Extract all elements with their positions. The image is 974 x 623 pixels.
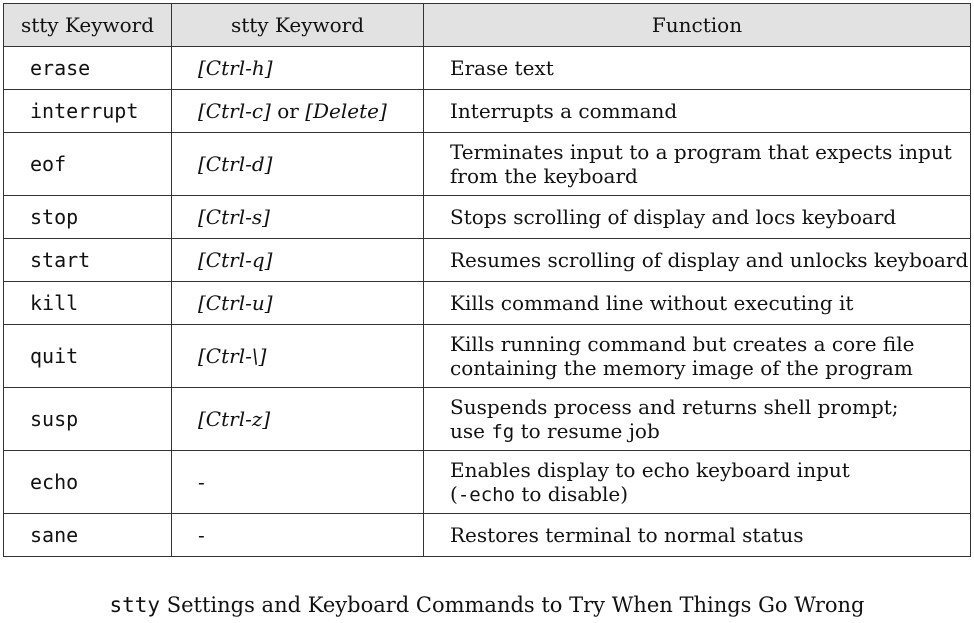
keyword-cell: susp [3,387,172,451]
function-cell: Kills running command but creates a core… [423,324,971,388]
function-cell: Enables display to echo keyboard input (-… [423,450,971,514]
function-cell: Kills command line without executing it [423,281,971,325]
keyword-cell: start [3,238,172,282]
function-line: Resumes scrolling of display and unlocks… [450,248,969,272]
key-combo: [Ctrl-d] [198,152,273,176]
keyword-cell: erase [3,46,172,90]
key-cell: [Ctrl-c] or [Delete] [171,89,424,133]
key-combo: [Ctrl-z] [198,407,271,431]
table-header-row: stty Keyword stty Keyword Function [3,3,971,47]
keyword-cell: sane [3,513,172,557]
header-key: stty Keyword [171,3,424,47]
table-row: start [Ctrl-q] Resumes scrolling of displa… [3,238,971,282]
key-combo: - [198,523,205,547]
table-row: eof [Ctrl-d] Terminates input to a program… [3,132,971,196]
inline-command: -echo [457,483,516,506]
function-line-2: containing the memory image of the progr… [450,356,913,380]
keyword-cell: interrupt [3,89,172,133]
key-cell: [Ctrl-d] [171,132,424,196]
caption-command: stty [109,593,161,617]
key-combo: [Ctrl-u] [198,291,273,315]
function-cell: Erase text [423,46,971,90]
table-row: interrupt [Ctrl-c] or [Delete] Interrupts … [3,89,971,133]
function-cell: Suspends process and returns shell promp… [423,387,971,451]
table-caption: stty Settings and Keyboard Commands to T… [0,590,974,620]
key-cell: - [171,450,424,514]
keyword-cell: quit [3,324,172,388]
key-cell: - [171,513,424,557]
key-combo: [Ctrl-\] [198,344,267,368]
key-cell: [Ctrl-u] [171,281,424,325]
function-line: Kills running command but creates a core… [450,332,915,356]
function-cell: Interrupts a command [423,89,971,133]
key-combo: - [198,470,205,494]
key-cell: [Ctrl-q] [171,238,424,282]
key-cell: [Ctrl-h] [171,46,424,90]
table-row: kill [Ctrl-u] Kills command line without e… [3,281,971,325]
key-combo: [Ctrl-q] [198,248,273,272]
keyword-cell: stop [3,195,172,239]
table-row: susp [Ctrl-z] Suspends process and returns… [3,387,971,451]
keyword-cell: eof [3,132,172,196]
table-row: sane - Restores terminal to normal status [3,513,971,557]
caption-text: Settings and Keyboard Commands to Try Wh… [160,593,865,617]
table-row: stop [Ctrl-s] Stops scrolling of display a… [3,195,971,239]
key-cell: [Ctrl-z] [171,387,424,451]
table-row: quit [Ctrl-\] Kills running command but cr… [3,324,971,388]
function-cell: Resumes scrolling of display and unlocks… [423,238,971,282]
function-line: Suspends process and returns shell promp… [450,394,899,419]
function-line: Enables display to echo keyboard input [450,457,850,482]
stty-table: stty Keyword stty Keyword Function erase… [3,3,971,557]
inline-command: fg [491,420,515,443]
key-combo-alt: [Delete] [305,99,387,123]
function-line: Restores terminal to normal status [450,523,804,547]
function-line-2: (-echo to disable) [450,481,629,506]
key-combo: [Ctrl-s] [198,205,270,229]
function-cell: Stops scrolling of display and locs keyb… [423,195,971,239]
function-line-2: from the keyboard [450,164,638,188]
function-cell: Restores terminal to normal status [423,513,971,557]
key-cell: [Ctrl-\] [171,324,424,388]
key-cell: [Ctrl-s] [171,195,424,239]
function-cell: Terminates input to a program that expec… [423,132,971,196]
key-combo: [Ctrl-h] [198,56,273,80]
function-line: Terminates input to a program that expec… [450,140,952,164]
keyword-cell: kill [3,281,172,325]
table-row: erase [Ctrl-h] Erase text [3,46,971,90]
table-row: echo - Enables display to echo keyboard in… [3,450,971,514]
keyword-cell: echo [3,450,172,514]
key-or: or [270,99,306,123]
function-line: Kills command line without executing it [450,291,854,315]
function-line-2: use fg to resume job [450,418,660,443]
function-line: Stops scrolling of display and locs keyb… [450,205,897,229]
key-combo: [Ctrl-c] [198,99,271,123]
function-line: Erase text [450,56,554,80]
function-line: Interrupts a command [450,99,678,123]
header-keyword: stty Keyword [3,3,172,47]
header-function: Function [423,3,971,47]
